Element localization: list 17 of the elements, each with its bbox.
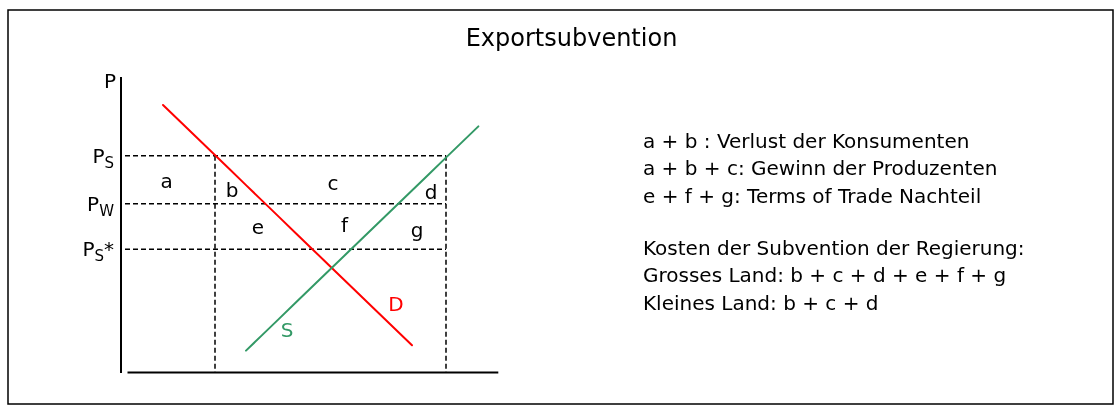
text: a + b + c: Gewinn der Produzenten [643,156,998,181]
text: a + b : Verlust der Konsumenten [643,129,970,153]
annotation: a [160,169,173,193]
text: Exportsubvention [465,24,678,52]
y-axis-title: P [103,69,116,93]
series-label: S [280,317,294,342]
annotation: c [327,171,339,195]
text: Kleines Land: b + c + d [643,290,879,315]
text: e + f + g: Terms of Trade Nachteil [643,183,982,208]
annotation: f [340,213,349,237]
series-label: D [388,292,404,317]
annotation: b [225,178,239,202]
annotation: e [251,215,265,239]
annotation: d [424,180,438,204]
text: Grosses Land: b + c + d + e + f + g [643,263,1007,288]
annotation: g [410,218,424,242]
text: Kosten der Subvention der Regierung: [643,235,1025,260]
